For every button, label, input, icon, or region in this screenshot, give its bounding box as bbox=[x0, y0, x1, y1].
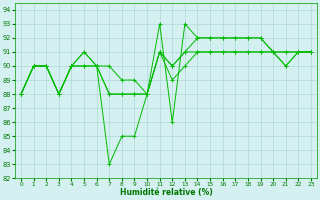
X-axis label: Humidité relative (%): Humidité relative (%) bbox=[120, 188, 212, 197]
